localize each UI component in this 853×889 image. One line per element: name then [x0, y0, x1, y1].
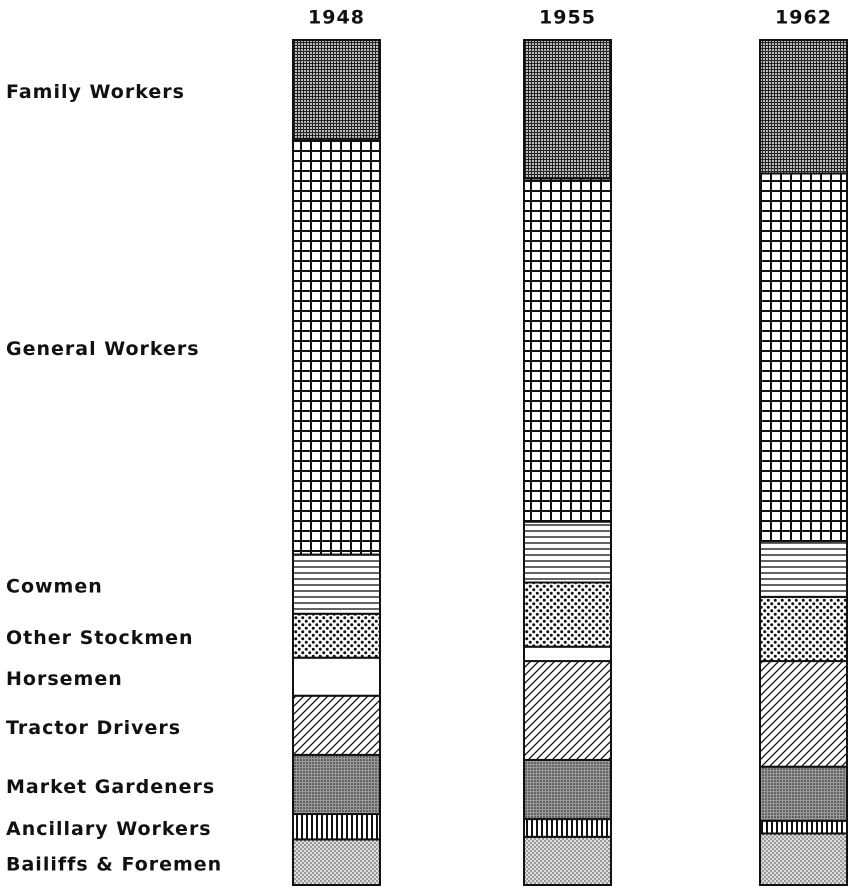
legend-label: Bailiffs & Foremen [6, 854, 222, 876]
bar-segment [292, 137, 381, 556]
x-tick-label: 1948 [308, 7, 365, 29]
bar-segment [523, 645, 612, 663]
bar-segment [523, 581, 612, 648]
bar-segment [523, 520, 612, 584]
legend-label: General Workers [6, 338, 200, 360]
bar-segment [292, 694, 381, 756]
legend-label: Cowmen [6, 576, 103, 598]
bar-segment [523, 818, 612, 838]
bar-segment [759, 765, 848, 822]
legend-label: Horsemen [6, 668, 123, 690]
bar-segment [292, 753, 381, 816]
x-tick-label: 1962 [775, 7, 832, 29]
bar-segment [292, 813, 381, 841]
bar-segment [292, 838, 381, 886]
bar-segment [759, 832, 848, 887]
bar-segment [292, 612, 381, 659]
legend-label: Market Gardeners [6, 776, 215, 798]
bar-segment [759, 540, 848, 598]
x-tick-label: 1955 [539, 7, 596, 29]
bar-segment [759, 39, 848, 175]
legend-label: Family Workers [6, 81, 185, 103]
bar-segment [523, 39, 612, 180]
legend-label: Tractor Drivers [6, 717, 181, 739]
bar-segment [523, 660, 612, 761]
bar-segment [292, 553, 381, 615]
bar-segment [292, 656, 381, 697]
legend-label: Ancillary Workers [6, 818, 212, 840]
bar-segment [759, 660, 848, 768]
legend-label: Other Stockmen [6, 627, 194, 649]
bar-segment [523, 177, 612, 523]
bar-segment [523, 758, 612, 821]
bar-segment [759, 595, 848, 663]
bar-segment [523, 835, 612, 887]
bar-segment [759, 819, 848, 835]
bar-segment [292, 39, 381, 140]
bar-segment [759, 172, 848, 543]
